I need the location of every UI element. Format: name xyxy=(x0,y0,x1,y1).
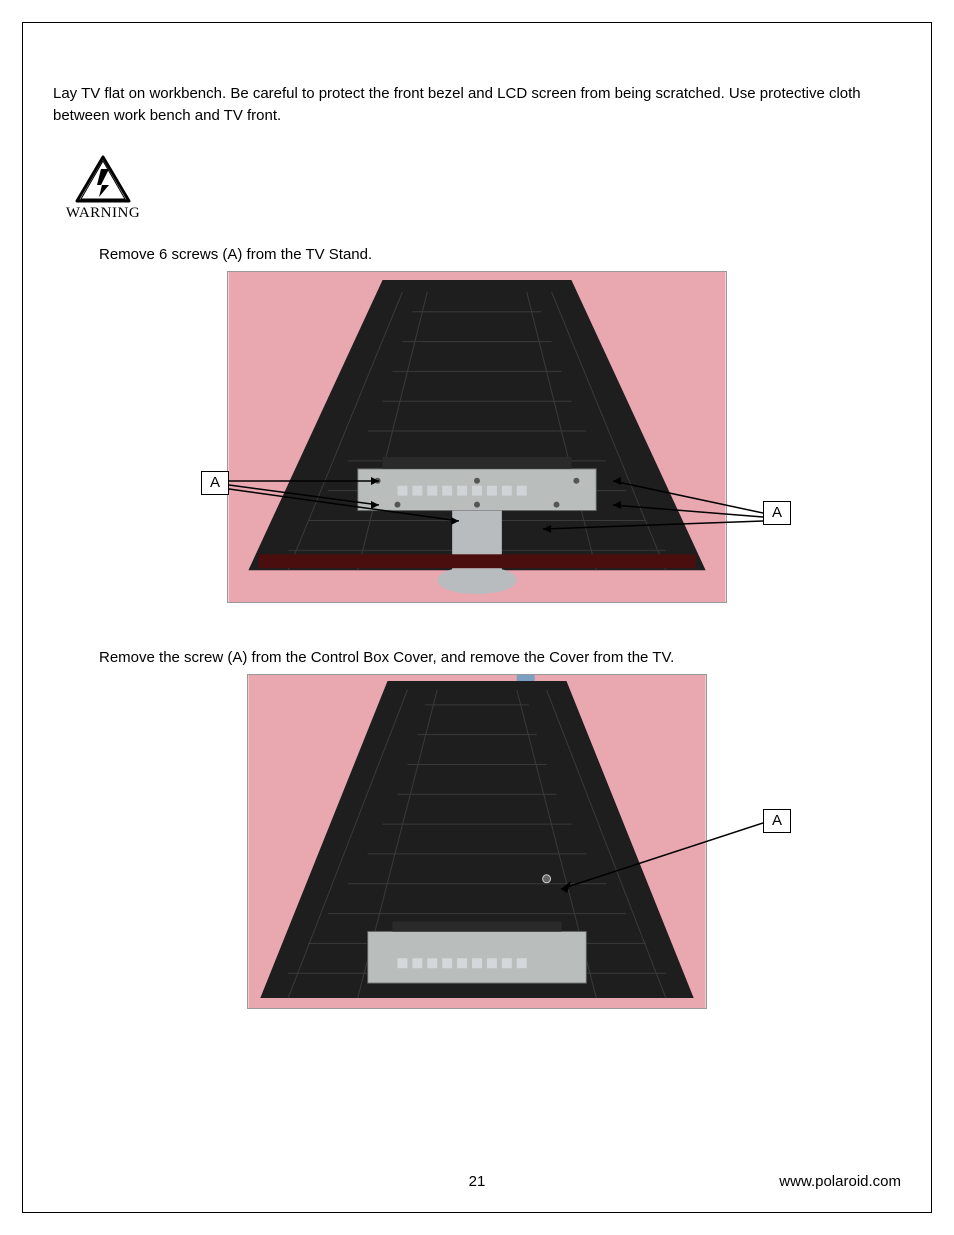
intro-paragraph: Lay TV flat on workbench. Be careful to … xyxy=(53,83,901,127)
figure2-image xyxy=(247,674,707,1009)
warning-label: WARNING xyxy=(66,205,140,222)
warning-block: WARNING xyxy=(53,155,153,222)
page-footer: 21 www.polaroid.com xyxy=(23,1173,931,1190)
figure1-image xyxy=(227,271,727,603)
step2-text: Remove the screw (A) from the Control Bo… xyxy=(99,649,901,666)
footer-url: www.polaroid.com xyxy=(701,1173,901,1190)
step1-text: Remove 6 screws (A) from the TV Stand. xyxy=(99,246,901,263)
page-frame: Lay TV flat on workbench. Be careful to … xyxy=(22,22,932,1213)
figure1-wrap: A A xyxy=(53,271,901,621)
warning-triangle-icon xyxy=(75,155,131,203)
figure1-callout-left: A xyxy=(201,471,229,495)
figure2-callout-right: A xyxy=(763,809,791,833)
figure2-wrap: A xyxy=(53,674,901,1024)
figure1-callout-right: A xyxy=(763,501,791,525)
footer-spacer xyxy=(53,1173,253,1190)
page-outer: Lay TV flat on workbench. Be careful to … xyxy=(0,0,954,1235)
footer-page-number: 21 xyxy=(253,1173,701,1190)
